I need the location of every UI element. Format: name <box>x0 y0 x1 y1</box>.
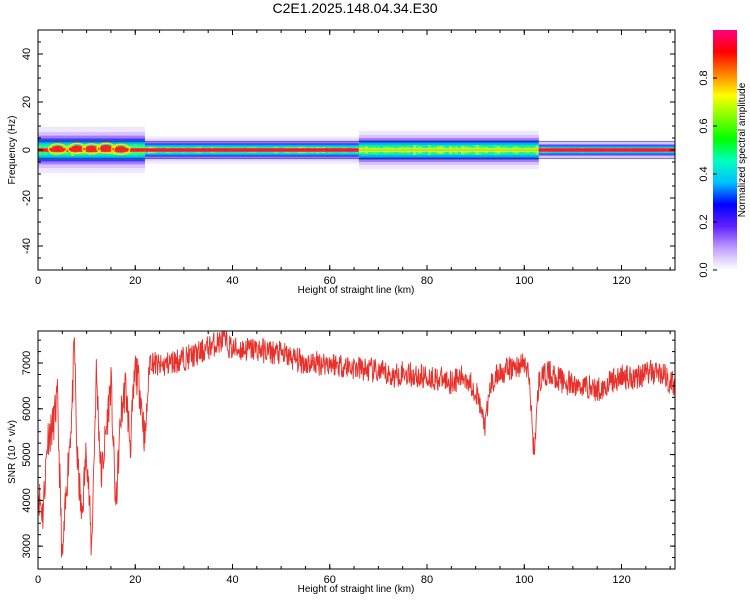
spectrogram-hotspot <box>100 145 113 152</box>
colorbar-tick-label: 0.0 <box>698 262 710 277</box>
snr-y-axis-title: SNR (10 * v/v) <box>7 420 18 484</box>
snr-y-tick-label: 4000 <box>21 488 33 512</box>
colorbar: 0.0 0.2 0.4 0.6 0.8 Normalized spectral ampl… <box>698 30 748 278</box>
snr-panel: 0 20 40 60 80 100 120 3000 4000 5000 6000 7000 Hei… <box>7 330 676 595</box>
snr-x-ticks: 0 20 40 60 80 100 120 <box>35 331 671 586</box>
figure-title: C2E1.2025.148.04.34.E30 <box>272 0 437 16</box>
snr-y-tick-label: 3000 <box>21 534 33 558</box>
spectrogram-peak-core <box>358 149 539 151</box>
snr-x-tick-label: 120 <box>612 574 630 586</box>
spectrogram-x-ticks: 0 20 40 60 80 100 120 <box>35 30 671 287</box>
spectrogram-x-axis-title: Height of straight line (km) <box>298 285 415 296</box>
snr-x-tick-label: 40 <box>226 574 238 586</box>
snr-y-tick-label: 7000 <box>21 351 33 375</box>
spectrogram-x-tick-label: 0 <box>35 275 41 287</box>
spectrogram-hotspot <box>114 146 127 153</box>
snr-x-tick-label: 100 <box>515 574 533 586</box>
colorbar-tick-label: 0.4 <box>698 166 710 181</box>
spectrogram-plot-area <box>38 126 675 174</box>
spectrogram-y-tick-label: 0 <box>21 147 33 153</box>
snr-x-tick-label: 80 <box>421 574 433 586</box>
snr-x-axis-title: Height of straight line (km) <box>298 584 415 595</box>
snr-x-tick-label: 60 <box>324 574 336 586</box>
snr-plot-area <box>38 331 675 558</box>
snr-series-line <box>38 331 675 558</box>
snr-x-tick-label: 0 <box>35 574 41 586</box>
spectrogram-y-axis-title: Frequency (Hz) <box>7 116 18 185</box>
spectrogram-x-tick-label: 80 <box>421 275 433 287</box>
snr-y-tick-label: 5000 <box>21 442 33 466</box>
spectrogram-x-tick-label: 40 <box>226 275 238 287</box>
spectrogram-hotspot-ring <box>47 143 68 155</box>
spectrogram-hotspot-ring <box>110 143 131 156</box>
snr-y-ticks: 3000 4000 5000 6000 7000 <box>21 339 675 570</box>
colorbar-tick-label: 0.2 <box>698 214 710 229</box>
spectrogram-x-tick-label: 60 <box>324 275 336 287</box>
spectrogram-peak-line <box>358 148 539 152</box>
spectrogram-panel: 0 20 40 60 80 100 120 -40 -20 0 20 40 Height of st… <box>7 29 676 296</box>
snr-y-tick-label: 6000 <box>21 397 33 421</box>
colorbar-tick-label: 0.8 <box>698 70 710 85</box>
spectrogram-x-tick-label: 100 <box>515 275 533 287</box>
colorbar-label: Normalized spectral amplitude <box>737 82 748 217</box>
snr-x-tick-label: 20 <box>129 574 141 586</box>
spectrogram-peak-core <box>144 149 359 151</box>
spectrogram-y-tick-label: 40 <box>21 48 33 60</box>
spectrogram-hotspot <box>70 145 83 152</box>
spectrogram-x-tick-label: 120 <box>612 275 630 287</box>
spectrogram-y-tick-label: -40 <box>21 238 33 254</box>
spectrogram-hotspot <box>85 145 98 153</box>
colorbar-ticks: 0.0 0.2 0.4 0.6 0.8 <box>698 70 717 278</box>
spectrogram-peak-core <box>538 149 675 151</box>
colorbar-tick-label: 0.6 <box>698 118 710 133</box>
spectrogram-x-tick-label: 20 <box>129 275 141 287</box>
spectrogram-hotspot <box>51 145 64 153</box>
spectrogram-y-tick-label: 20 <box>21 96 33 108</box>
colorbar-gradient <box>713 30 737 270</box>
spectrogram-y-ticks: -40 -20 0 20 40 <box>21 29 675 271</box>
spectrogram-y-tick-label: -20 <box>21 190 33 206</box>
snr-frame <box>37 330 676 570</box>
